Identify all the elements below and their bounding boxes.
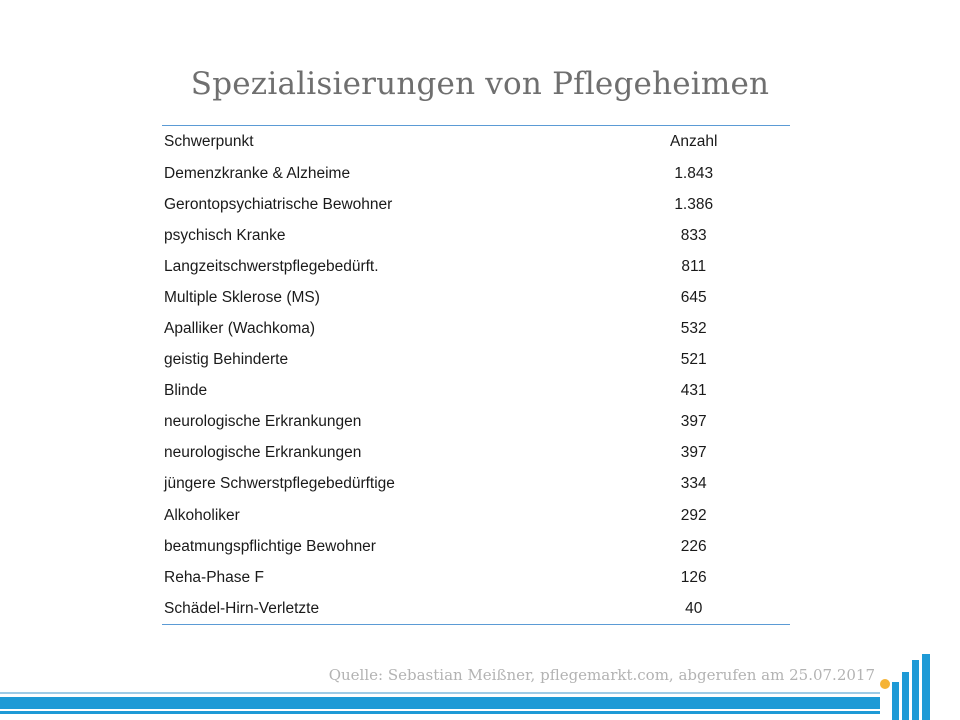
row-value: 40 — [685, 599, 703, 617]
table-row: Multiple Sklerose (MS) 645 — [162, 282, 790, 313]
source-caption: Quelle: Sebastian Meißner, pflegemarkt.c… — [328, 666, 875, 684]
row-label: Demenzkranke & Alzheime — [164, 164, 351, 182]
data-table: Schwerpunkt Anzahl Demenzkranke & Alzhei… — [162, 125, 790, 626]
footer-band-bottom — [0, 711, 880, 714]
row-value: 811 — [681, 257, 707, 275]
row-value: 1.843 — [674, 164, 714, 182]
logo-dot — [880, 679, 890, 689]
row-value: 334 — [680, 475, 707, 493]
table-row: jüngere Schwerstpflegebedürftige 334 — [162, 469, 790, 500]
table-row: beatmungspflichtige Bewohner 226 — [162, 531, 790, 562]
row-label: geistig Behinderte — [164, 351, 289, 369]
table-row: geistig Behinderte 521 — [162, 345, 790, 376]
row-value: 126 — [680, 568, 707, 586]
table-row: Demenzkranke & Alzheime 1.843 — [162, 158, 790, 189]
row-value: 1.386 — [674, 195, 714, 213]
footer-band-thin — [0, 692, 880, 694]
row-label: Alkoholiker — [164, 506, 240, 524]
table-row: Gerontopsychiatrische Bewohner 1.386 — [162, 189, 790, 220]
page-title: Spezialisierungen von Pflegeheimen — [190, 66, 770, 102]
table-row: Alkoholiker 292 — [162, 500, 790, 531]
table-row: neurologische Erkrankungen 397 — [162, 438, 790, 469]
row-value: 431 — [680, 382, 707, 400]
table-row: Reha-Phase F 126 — [162, 562, 790, 593]
row-value: 226 — [680, 537, 707, 555]
row-label: Gerontopsychiatrische Bewohner — [164, 195, 393, 213]
table-row: psychisch Kranke 833 — [162, 220, 790, 251]
row-value: 645 — [680, 288, 707, 306]
row-label: jüngere Schwerstpflegebedürftige — [164, 475, 395, 493]
table-row: Blinde 431 — [162, 376, 790, 407]
pflegemarkt-bars-logo-icon — [880, 654, 930, 720]
row-label: beatmungspflichtige Bewohner — [164, 537, 376, 555]
row-label: neurologische Erkrankungen — [164, 444, 362, 462]
row-label: Schädel-Hirn-Verletzte — [164, 599, 320, 617]
row-value: 532 — [680, 320, 707, 338]
row-value: 292 — [680, 506, 707, 524]
footer-band-thick — [0, 697, 880, 709]
row-value: 833 — [680, 226, 707, 244]
row-label: Langzeitschwerstpflegebedürft. — [164, 257, 379, 275]
row-label: Multiple Sklerose (MS) — [164, 288, 320, 306]
table-row: Apalliker (Wachkoma) 532 — [162, 313, 790, 344]
table-row: Langzeitschwerstpflegebedürft. 811 — [162, 251, 790, 282]
row-label: Blinde — [164, 382, 208, 400]
column-header-schwerpunkt: Schwerpunkt — [164, 133, 254, 150]
row-value: 521 — [680, 351, 707, 369]
table-row: Schädel-Hirn-Verletzte 40 — [162, 593, 790, 624]
table-header-row: Schwerpunkt Anzahl — [162, 126, 790, 158]
row-label: Apalliker (Wachkoma) — [164, 320, 316, 338]
row-label: neurologische Erkrankungen — [164, 413, 362, 431]
column-header-anzahl: Anzahl — [670, 133, 718, 150]
row-label: psychisch Kranke — [164, 226, 286, 244]
row-label: Reha-Phase F — [164, 568, 264, 586]
row-value: 397 — [680, 413, 707, 431]
row-value: 397 — [680, 444, 707, 462]
table-row: neurologische Erkrankungen 397 — [162, 407, 790, 438]
